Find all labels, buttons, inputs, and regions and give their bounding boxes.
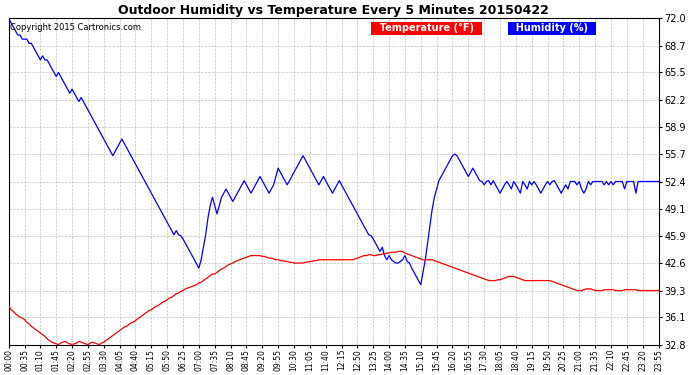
Title: Outdoor Humidity vs Temperature Every 5 Minutes 20150422: Outdoor Humidity vs Temperature Every 5 … xyxy=(118,4,549,17)
Text: Copyright 2015 Cartronics.com: Copyright 2015 Cartronics.com xyxy=(10,23,141,32)
Text: Temperature (°F): Temperature (°F) xyxy=(373,23,480,33)
Text: Humidity (%): Humidity (%) xyxy=(509,23,595,33)
